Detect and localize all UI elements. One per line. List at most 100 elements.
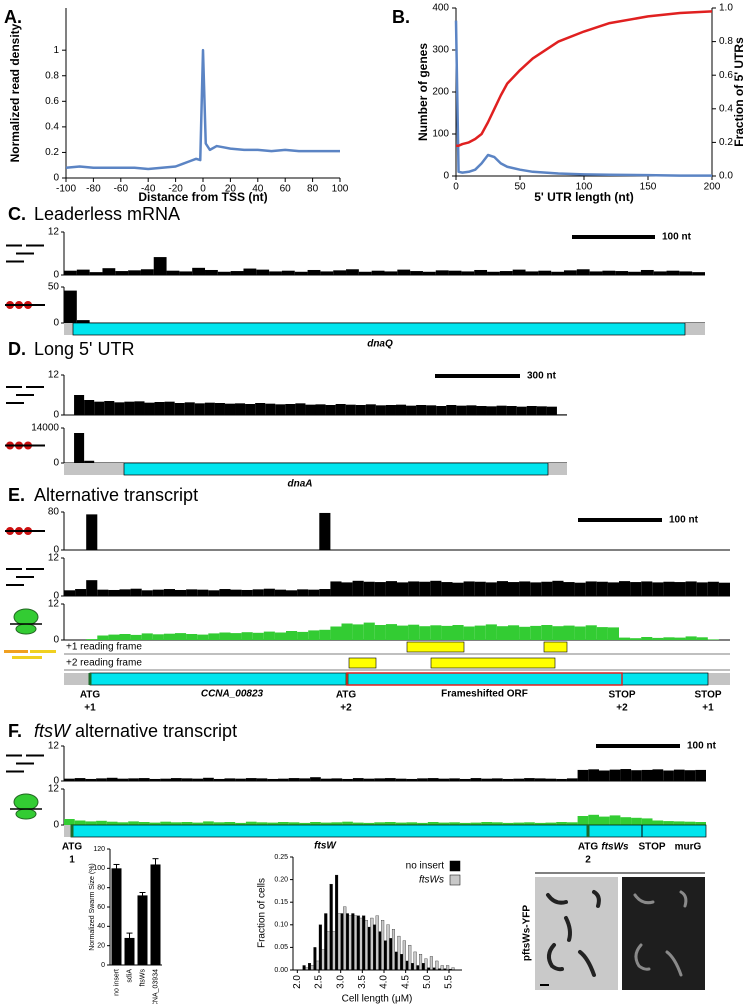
ribosome-icon xyxy=(15,808,37,820)
coverage-bin xyxy=(385,624,397,640)
y-axis-label: Number of genes xyxy=(416,43,430,141)
coverage-bin xyxy=(203,777,214,781)
reading-frame-label: +2 reading frame xyxy=(66,658,142,669)
coverage-bin xyxy=(395,404,407,415)
coverage-bin xyxy=(419,581,431,596)
coverage-bin xyxy=(545,778,557,781)
y-axis-label: Normalized read density xyxy=(8,23,22,162)
coverage-bin xyxy=(197,634,209,640)
coverage-bin xyxy=(320,778,332,781)
coverage-bin xyxy=(406,405,417,415)
coverage-bin xyxy=(459,822,471,825)
histogram-bar xyxy=(324,913,328,971)
coverage-bin xyxy=(335,404,346,415)
histogram-bar xyxy=(394,951,398,971)
coverage-bin xyxy=(235,403,246,415)
coverage-bin xyxy=(408,581,420,596)
x-tick-label: 2.0 xyxy=(292,975,303,989)
coverage-bin xyxy=(696,637,708,640)
histogram-bar xyxy=(389,938,393,971)
coverage-bin xyxy=(285,404,296,415)
coverage-bin xyxy=(684,821,696,825)
coverage-bin xyxy=(286,631,298,640)
coverage-bin xyxy=(599,816,610,825)
x-tick-label: 50 xyxy=(514,182,526,193)
y-tick-label: 0 xyxy=(53,458,59,469)
coverage-bin xyxy=(546,406,557,415)
image-label: pftsWs-YFP xyxy=(522,905,533,961)
reading-frame-label: +1 reading frame xyxy=(66,642,142,653)
y2-tick-label: 0.6 xyxy=(719,70,733,81)
frame-icon xyxy=(30,650,56,653)
gene-body xyxy=(123,462,549,476)
coverage-bin xyxy=(192,778,204,781)
coverage-bin xyxy=(674,637,686,640)
coverage-bin xyxy=(186,589,198,596)
coverage-bin xyxy=(181,778,193,781)
y-tick-label: 80 xyxy=(48,507,60,518)
y-tick-label: 1 xyxy=(53,45,59,56)
coverage-bin xyxy=(76,269,90,275)
coverage-bin xyxy=(684,770,696,781)
y2-tick-label: 0.2 xyxy=(719,137,733,148)
coverage-bin xyxy=(596,581,608,596)
histogram-bar xyxy=(354,915,358,971)
coverage-bin xyxy=(487,271,500,275)
panel-title: Long 5' UTR xyxy=(34,339,135,359)
coverage-bin xyxy=(630,582,642,596)
y-tick-label: 0.2 xyxy=(45,147,59,158)
coverage-bin xyxy=(363,622,375,640)
histogram-bar xyxy=(329,883,333,971)
coverage-bin xyxy=(75,589,87,596)
coverage-bin xyxy=(663,581,675,596)
x-axis-label: Distance from TSS (nt) xyxy=(138,190,267,204)
coverage-bin xyxy=(152,634,164,640)
coverage-bin xyxy=(385,778,396,781)
coverage-bin xyxy=(224,403,236,415)
gene-annotation-sub: +2 xyxy=(340,703,352,714)
histogram-bar xyxy=(359,917,363,971)
coverage-bin xyxy=(419,626,431,640)
coverage-bin xyxy=(85,778,97,781)
x-tick-label: -100 xyxy=(56,184,76,195)
coverage-bin xyxy=(534,778,546,781)
x-tick-label: 3.5 xyxy=(357,975,368,989)
coverage-bin xyxy=(208,633,220,640)
coverage-bin xyxy=(577,769,589,781)
histogram-bar xyxy=(345,913,349,971)
coverage-bin xyxy=(640,269,654,275)
coverage-bin xyxy=(330,581,342,596)
coverage-bin xyxy=(474,581,486,596)
coverage-bin xyxy=(371,270,385,275)
coverage-bin xyxy=(184,402,195,415)
coverage-bin xyxy=(319,629,331,640)
cells-phase xyxy=(546,890,601,977)
x-tick-label: -80 xyxy=(86,184,101,195)
coverage-bin xyxy=(106,821,118,825)
coverage-bin xyxy=(84,460,95,463)
coverage-bin xyxy=(267,778,278,781)
coverage-bin xyxy=(152,589,164,596)
histogram-bar xyxy=(424,958,428,971)
coverage-bin xyxy=(245,778,257,781)
coverage-bin xyxy=(452,582,464,596)
coverage-bin xyxy=(430,625,442,640)
coverage-bin xyxy=(449,778,460,781)
coverage-bin xyxy=(524,822,535,825)
coverage-bin xyxy=(609,815,621,825)
coverage-bin xyxy=(342,821,353,825)
coverage-bin xyxy=(556,778,567,781)
coverage-bin xyxy=(530,582,542,596)
coverage-bin xyxy=(256,822,268,825)
coverage-bin xyxy=(435,270,449,275)
histogram-bar xyxy=(408,944,412,971)
coverage-bin xyxy=(448,270,462,275)
coverage-bin xyxy=(452,625,464,640)
coverage-bin xyxy=(214,403,225,415)
gene-name: ftsW xyxy=(314,841,337,852)
coverage-bin xyxy=(96,820,107,825)
series-line xyxy=(456,10,713,148)
coverage-bin xyxy=(599,770,610,781)
panel-title: Alternative transcript xyxy=(34,485,198,505)
coverage-bin xyxy=(230,589,242,596)
